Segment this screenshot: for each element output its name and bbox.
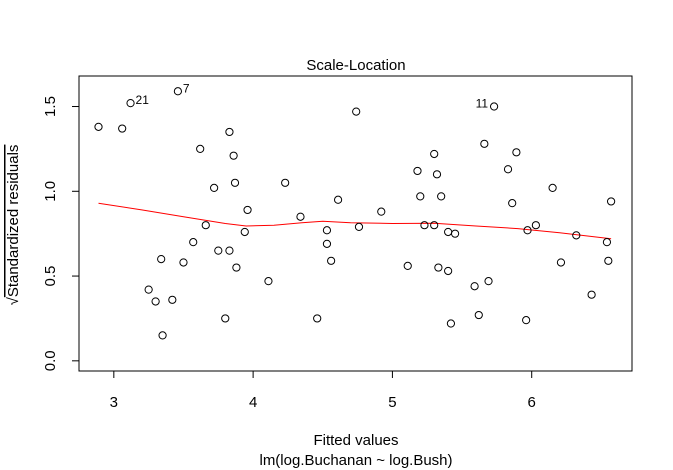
x-tick-label: 6 xyxy=(528,394,536,411)
data-point xyxy=(189,238,198,247)
point-label: 7 xyxy=(183,81,190,95)
y-axis-label-text: Standardized residuals xyxy=(5,145,22,298)
point-label: 21 xyxy=(136,93,150,107)
data-point xyxy=(444,227,453,237)
data-point xyxy=(430,149,439,159)
data-point xyxy=(229,151,238,160)
data-point xyxy=(281,178,290,187)
x-tick-label: 4 xyxy=(249,394,257,411)
data-point xyxy=(432,170,442,179)
data-point xyxy=(168,295,177,304)
x-axis: 3 4 5 6 xyxy=(110,370,536,411)
data-point xyxy=(474,310,483,320)
data-point xyxy=(232,263,241,272)
data-point xyxy=(196,144,205,154)
data-point xyxy=(264,277,273,286)
data-point xyxy=(221,314,230,323)
data-point xyxy=(587,290,596,299)
data-point xyxy=(446,319,456,328)
data-point xyxy=(243,205,252,215)
data-point xyxy=(480,139,489,148)
data-point xyxy=(548,183,557,192)
x-tick-label: 3 xyxy=(110,394,118,411)
data-point xyxy=(240,227,249,237)
data-point xyxy=(354,222,364,231)
data-point xyxy=(512,148,521,157)
data-points xyxy=(94,87,616,340)
data-point xyxy=(322,226,332,235)
data-point xyxy=(437,192,446,201)
data-point xyxy=(572,231,581,240)
y-tick-label: 0.5 xyxy=(42,266,59,287)
data-point xyxy=(403,261,412,270)
point-label: 11 xyxy=(476,97,489,111)
data-point xyxy=(210,183,219,192)
data-point xyxy=(158,331,167,340)
y-axis-label: √Standardized residuals xyxy=(5,145,22,306)
data-point xyxy=(230,178,240,187)
plot-frame xyxy=(78,75,633,372)
data-point xyxy=(144,285,153,294)
data-point xyxy=(322,239,332,248)
data-point xyxy=(173,87,182,96)
chart-title: Scale-Location xyxy=(306,57,405,74)
data-point xyxy=(602,238,612,247)
x-axis-label: Fitted values xyxy=(313,432,398,449)
data-point xyxy=(225,127,234,137)
data-point xyxy=(607,197,616,206)
data-point xyxy=(434,263,443,272)
y-axis: 0.0 0.5 1.0 1.5 xyxy=(42,96,80,371)
data-point xyxy=(377,207,386,216)
point-labels: 21 7 11 xyxy=(136,81,489,110)
y-tick-label: 0.0 xyxy=(42,350,59,371)
data-point xyxy=(352,107,361,116)
data-point xyxy=(214,246,223,255)
data-point xyxy=(430,221,439,230)
data-point xyxy=(296,212,305,221)
data-point xyxy=(313,314,322,323)
data-point xyxy=(126,99,135,108)
data-point xyxy=(327,256,336,265)
smooth-line xyxy=(98,202,612,240)
data-point xyxy=(508,199,517,208)
data-point xyxy=(489,102,499,111)
data-point xyxy=(157,255,166,264)
data-point xyxy=(484,277,493,286)
data-point xyxy=(450,229,460,238)
data-point xyxy=(416,192,425,201)
data-point xyxy=(604,256,613,265)
data-point xyxy=(151,297,160,306)
data-point xyxy=(333,195,343,204)
data-point xyxy=(470,282,479,291)
y-tick-label: 1.0 xyxy=(42,181,59,202)
data-point xyxy=(94,122,103,131)
data-point xyxy=(420,221,429,230)
data-point xyxy=(523,226,532,235)
data-point xyxy=(179,258,188,267)
data-point xyxy=(225,246,234,255)
sqrt-symbol: √ xyxy=(5,296,22,305)
data-point xyxy=(522,316,531,325)
data-point xyxy=(503,165,513,174)
y-tick-label: 1.5 xyxy=(42,96,59,117)
data-point xyxy=(556,258,566,267)
data-point xyxy=(531,221,540,230)
data-point xyxy=(444,266,453,276)
data-point xyxy=(118,124,127,133)
svg-text:√Standardized residuals: √Standardized residuals xyxy=(5,145,22,306)
x-tick-label: 5 xyxy=(388,394,396,411)
model-subtitle: lm(log.Buchanan ~ log.Bush) xyxy=(259,452,452,469)
data-point xyxy=(201,221,210,230)
data-point xyxy=(413,166,422,176)
